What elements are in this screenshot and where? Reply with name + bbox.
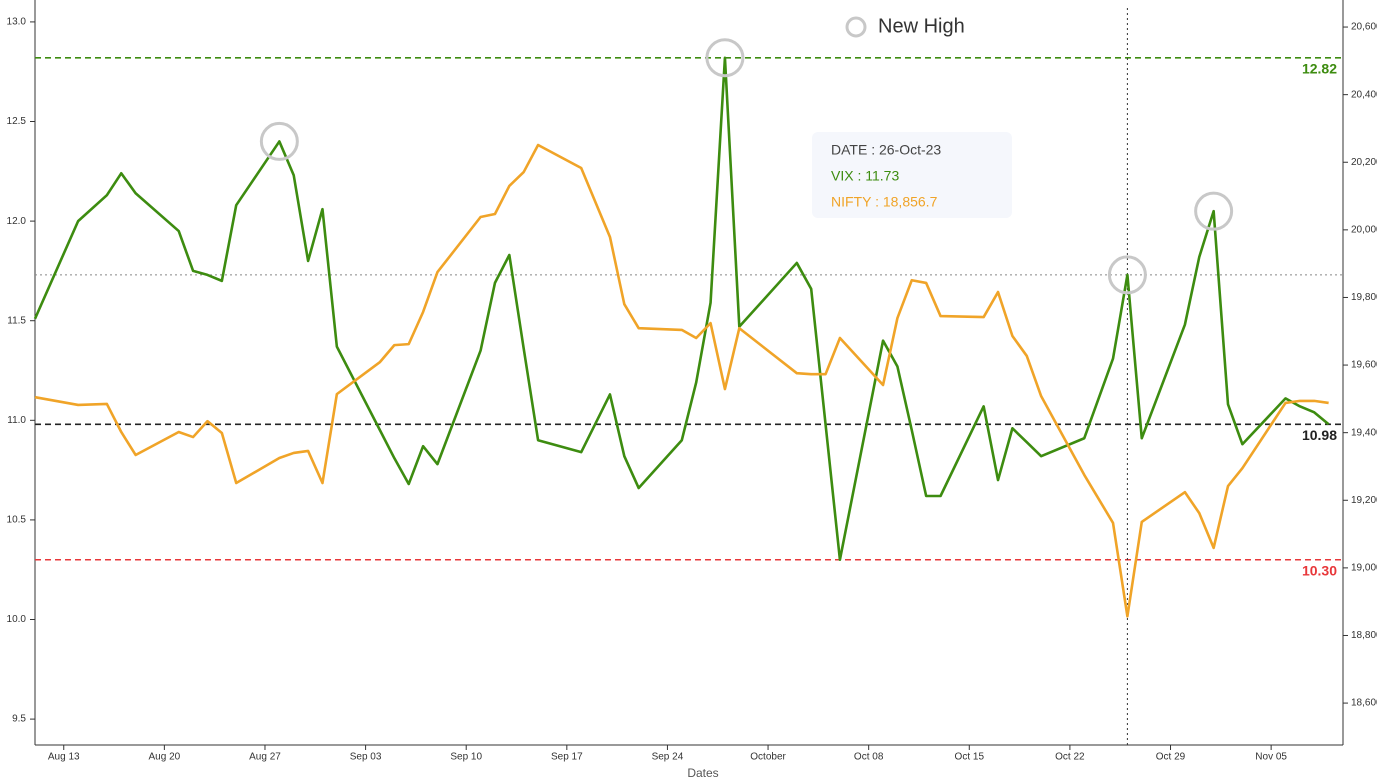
y-tick-label: 11.0 <box>7 415 26 426</box>
y2-tick-label: 19,800 <box>1351 292 1377 303</box>
series-line <box>34 143 1329 618</box>
x-tick-label: Sep 10 <box>450 752 482 763</box>
tooltip-box <box>812 132 1012 218</box>
y2-tick-label: 20,600 <box>1351 22 1377 33</box>
x-tick-label: Oct 08 <box>854 752 884 763</box>
x-tick-label: Sep 24 <box>652 752 684 763</box>
reference-label: 10.98 <box>1302 427 1337 443</box>
x-tick-label: Aug 20 <box>149 752 181 763</box>
reference-label: 12.82 <box>1302 60 1337 76</box>
y2-tick-label: 19,000 <box>1351 563 1377 574</box>
tooltip-nifty: NIFTY : 18,856.7 <box>831 194 938 210</box>
new-high-marker <box>1194 191 1234 231</box>
new-high-marker <box>705 38 745 78</box>
legend-icon <box>845 16 867 38</box>
y2-tick-label: 19,400 <box>1351 427 1377 438</box>
x-tick-label: Oct 29 <box>1156 752 1186 763</box>
x-tick-label: Aug 13 <box>48 752 80 763</box>
y-tick-label: 10.5 <box>7 515 27 526</box>
y2-tick-label: 20,200 <box>1351 157 1377 168</box>
x-tick-label: Oct 15 <box>955 752 985 763</box>
y-tick-label: 9.5 <box>12 714 26 725</box>
series-line <box>33 56 1330 562</box>
x-tick-label: Aug 27 <box>249 752 281 763</box>
tooltip-date: DATE : 26-Oct-23 <box>831 142 941 158</box>
x-axis-label: Dates <box>687 766 718 780</box>
x-tick-label: Sep 03 <box>350 752 382 763</box>
x-tick-label: Sep 17 <box>551 752 583 763</box>
tooltip-vix: VIX : 11.73 <box>831 168 899 184</box>
y-tick-label: 12.5 <box>7 116 27 127</box>
y-tick-label: 13.0 <box>7 17 27 28</box>
y2-tick-label: 19,600 <box>1351 360 1377 371</box>
y2-tick-label: 20,000 <box>1351 224 1377 235</box>
x-tick-label: Nov 05 <box>1255 752 1287 763</box>
new-high-marker <box>259 121 299 161</box>
x-tick-label: October <box>750 752 786 763</box>
reference-label: 10.30 <box>1302 562 1337 578</box>
y2-tick-label: 19,200 <box>1351 495 1377 506</box>
legend-label: New High <box>878 15 965 37</box>
y2-tick-label: 18,800 <box>1351 630 1377 641</box>
new-high-marker <box>1107 255 1147 295</box>
y-tick-label: 10.0 <box>7 614 27 625</box>
y2-tick-label: 18,600 <box>1351 698 1377 709</box>
x-tick-label: Oct 22 <box>1055 752 1085 763</box>
y-tick-label: 11.5 <box>7 315 26 326</box>
y2-tick-label: 20,400 <box>1351 89 1377 100</box>
plot-area: 9.5 10.0 10.5 11.0 11.5 12.0 12.5 13.0 18,600 18,… <box>7 0 1377 763</box>
y-tick-label: 12.0 <box>7 216 27 227</box>
